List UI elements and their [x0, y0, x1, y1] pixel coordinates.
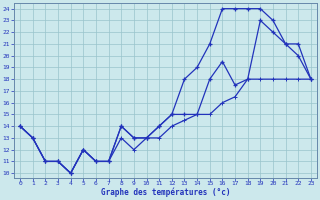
X-axis label: Graphe des températures (°c): Graphe des températures (°c) — [101, 188, 230, 197]
